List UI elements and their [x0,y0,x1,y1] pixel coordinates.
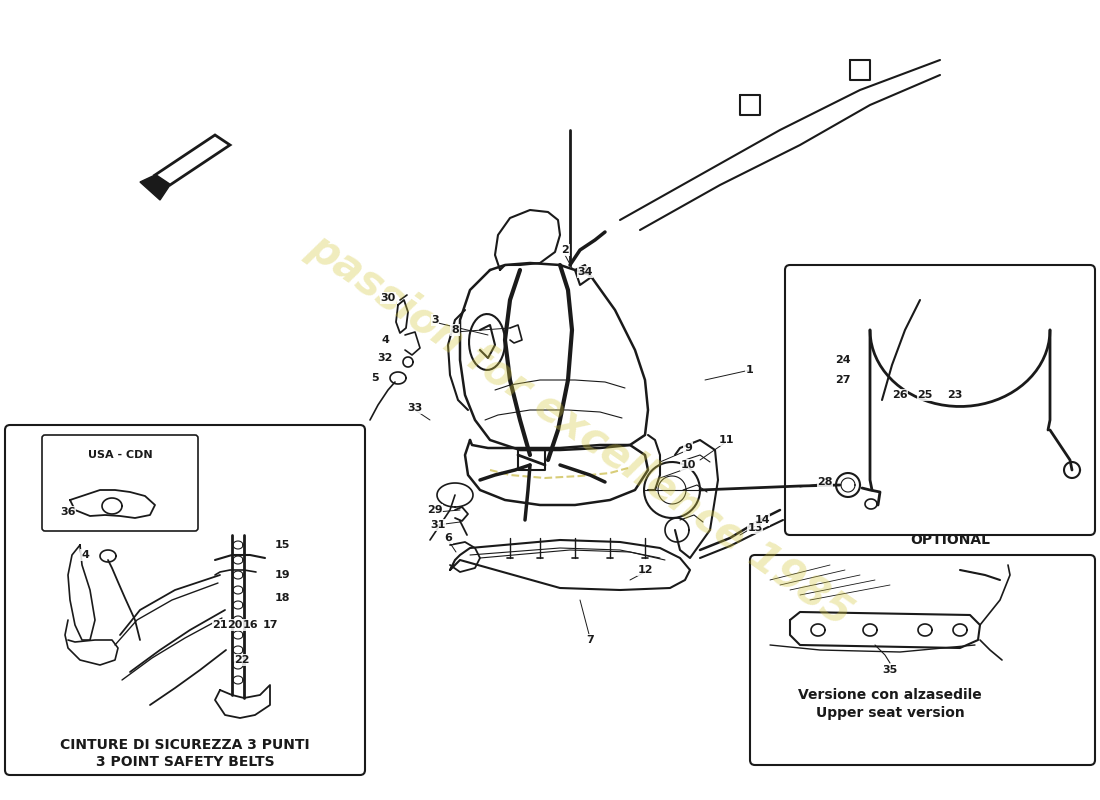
Text: 16: 16 [242,620,257,630]
Text: 11: 11 [718,435,734,445]
Text: 28: 28 [817,477,833,487]
FancyBboxPatch shape [6,425,365,775]
Text: 7: 7 [586,635,594,645]
Text: 30: 30 [381,293,396,303]
Text: 3: 3 [431,315,439,325]
Text: 3 POINT SAFETY BELTS: 3 POINT SAFETY BELTS [96,755,274,769]
FancyBboxPatch shape [750,555,1094,765]
Text: 22: 22 [234,655,250,665]
Text: 6: 6 [444,533,452,543]
Text: 34: 34 [578,267,593,277]
Text: 13: 13 [747,523,762,533]
Text: CINTURE DI SICUREZZA 3 PUNTI: CINTURE DI SICUREZZA 3 PUNTI [60,738,310,752]
Text: 17: 17 [262,620,277,630]
Text: 32: 32 [377,353,393,363]
Text: 24: 24 [835,355,850,365]
Text: 20: 20 [228,620,243,630]
Text: 36: 36 [60,507,76,517]
Text: 31: 31 [430,520,446,530]
Text: 12: 12 [637,565,652,575]
Text: 10: 10 [680,460,695,470]
Text: 15: 15 [274,540,289,550]
Text: 25: 25 [917,390,933,400]
Text: 2: 2 [561,245,569,255]
Text: 4: 4 [81,550,89,560]
Text: 27: 27 [835,375,850,385]
Text: Upper seat version: Upper seat version [815,706,965,720]
Text: 33: 33 [407,403,422,413]
Text: 23: 23 [947,390,962,400]
Text: 14: 14 [755,515,770,525]
Text: 9: 9 [684,443,692,453]
Text: OPTIONAL: OPTIONAL [910,533,990,547]
Text: 21: 21 [212,620,228,630]
Text: 19: 19 [274,570,289,580]
Text: passion for excellence 1985: passion for excellence 1985 [300,226,860,634]
Text: 4: 4 [381,335,389,345]
Text: 1: 1 [746,365,754,375]
FancyBboxPatch shape [785,265,1094,535]
Text: 5: 5 [371,373,378,383]
FancyBboxPatch shape [42,435,198,531]
Text: USA - CDN: USA - CDN [88,450,152,460]
Polygon shape [155,135,230,185]
Polygon shape [140,175,170,200]
Text: 29: 29 [427,505,443,515]
Text: Versione con alzasedile: Versione con alzasedile [799,688,982,702]
Text: 18: 18 [274,593,289,603]
Text: 35: 35 [882,665,898,675]
Text: 26: 26 [892,390,907,400]
Text: 8: 8 [451,325,459,335]
